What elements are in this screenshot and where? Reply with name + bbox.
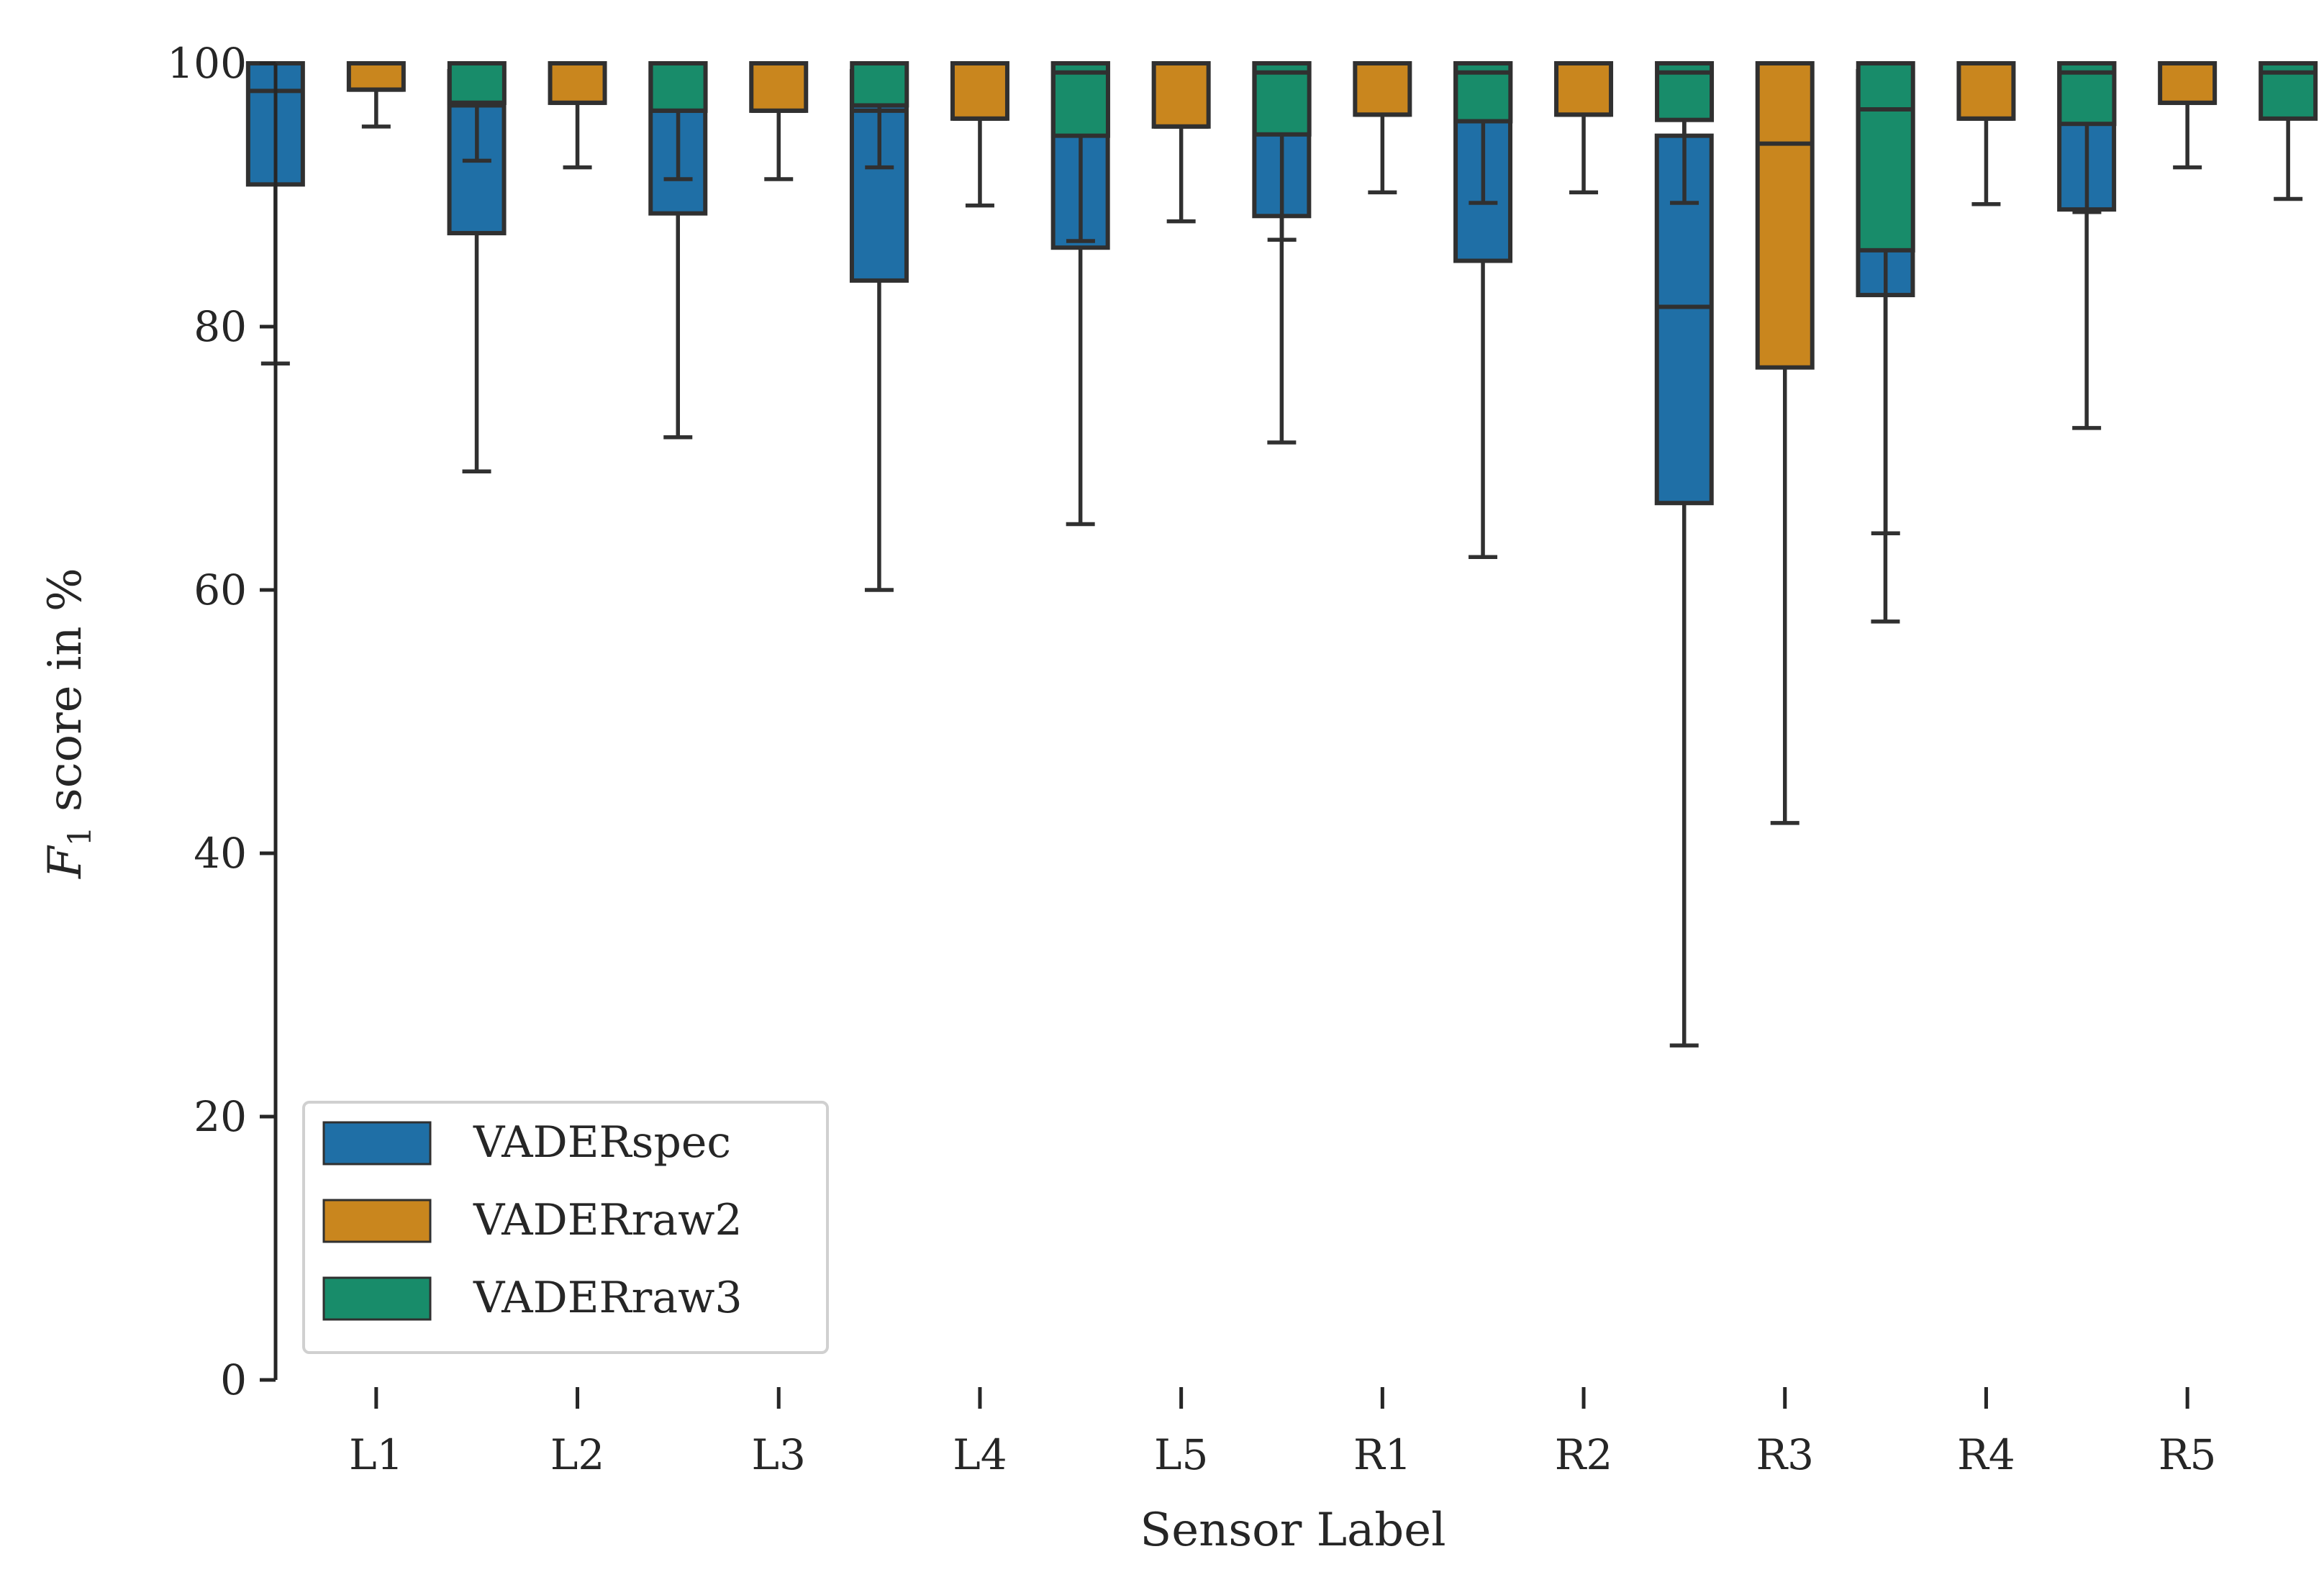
- legend-label: VADERraw3: [473, 1273, 743, 1323]
- iqr-box: [1353, 61, 1412, 117]
- iqr-box: [447, 61, 507, 105]
- boxes-layer: [245, 61, 2318, 1048]
- iqr-box: [648, 61, 708, 113]
- y-axis-label-rest: score in %: [39, 568, 92, 826]
- iqr-box: [1554, 61, 1614, 117]
- box-vaderraw2-l4: [950, 61, 1009, 208]
- legend-swatch: [322, 1276, 432, 1321]
- axes-layer: 0 20 40 60 80 100 L1 L2 L3 L4 L5 R1 R2 R3 R4 R5: [167, 39, 2216, 1479]
- iqr-box: [1856, 61, 1915, 253]
- iqr-box: [1050, 61, 1110, 138]
- x-tick-label-l3: L3: [752, 1430, 806, 1479]
- legend: VADERspec VADERraw2 VADERraw3: [302, 1101, 829, 1354]
- legend-label: VADERraw2: [473, 1195, 743, 1245]
- box-vaderraw3-l5: [1252, 61, 1312, 242]
- box-vaderspec-r3: [1654, 61, 1714, 1048]
- box-vaderraw2-l1: [346, 61, 406, 129]
- x-tick-label-l4: L4: [953, 1430, 1007, 1479]
- box-vaderraw3-l4: [1050, 61, 1110, 243]
- box-vaderraw2-l3: [749, 61, 809, 181]
- y-axis-label: F1 score in %: [39, 568, 99, 879]
- box-vaderraw2-r2: [1554, 61, 1614, 195]
- box-vaderraw2-r3: [1755, 61, 1815, 825]
- iqr-box: [2158, 61, 2218, 105]
- box-vaderraw2-r1: [1353, 61, 1412, 195]
- x-tick-label-r5: R5: [2159, 1430, 2217, 1479]
- legend-item-vaderraw2: VADERraw2: [322, 1195, 743, 1245]
- legend-label: VADERspec: [473, 1117, 731, 1168]
- box-vaderraw3-r5: [2259, 61, 2318, 201]
- y-tick-label: 0: [220, 1355, 247, 1404]
- x-tick-label-l1: L1: [349, 1430, 403, 1479]
- box-vaderraw3-r2: [1655, 61, 1715, 205]
- iqr-box: [850, 61, 909, 108]
- legend-item-vaderraw3: VADERraw3: [322, 1273, 743, 1323]
- iqr-box: [1151, 61, 1211, 129]
- y-axis-label-main: F: [39, 845, 92, 879]
- box-vaderraw3-r4: [2057, 61, 2117, 214]
- iqr-box: [749, 61, 809, 113]
- y-tick-label: 40: [194, 829, 247, 878]
- legend-items: VADERspec VADERraw2 VADERraw3: [322, 1117, 743, 1323]
- iqr-box: [950, 61, 1009, 121]
- box-vaderraw3-l2: [648, 61, 708, 181]
- box-vaderraw3-r1: [1453, 61, 1513, 205]
- box-vaderraw2-l2: [548, 61, 607, 170]
- box-vaderraw3-l3: [850, 61, 909, 170]
- y-tick-label: 80: [194, 302, 247, 351]
- x-axis-label: Sensor Label: [1140, 1504, 1445, 1557]
- x-tick-label-r1: R1: [1353, 1430, 1412, 1479]
- iqr-box: [1956, 61, 2016, 121]
- iqr-box: [548, 61, 607, 105]
- box-vaderraw3-r3: [1856, 61, 1915, 536]
- box-vaderraw2-l5: [1151, 61, 1211, 224]
- box-vaderraw2-r4: [1956, 61, 2016, 206]
- legend-item-vaderspec: VADERspec: [322, 1117, 731, 1168]
- iqr-box: [1252, 61, 1312, 137]
- iqr-box: [1755, 61, 1815, 370]
- box-vaderraw3-l1: [447, 61, 507, 163]
- x-tick-label-r2: R2: [1555, 1430, 1613, 1479]
- x-tick-label-l2: L2: [550, 1430, 604, 1479]
- legend-frame: [302, 1101, 829, 1354]
- y-tick-label: 60: [194, 565, 247, 614]
- box-vaderraw2-r5: [2158, 61, 2218, 170]
- x-tick-label-r3: R3: [1756, 1430, 1814, 1479]
- iqr-box: [346, 61, 406, 92]
- y-axis-label-subscript: 1: [62, 826, 99, 846]
- y-tick-label: 100: [167, 39, 247, 88]
- x-tick-label-r4: R4: [1957, 1430, 2015, 1479]
- legend-swatch: [322, 1199, 432, 1243]
- y-tick-label: 20: [194, 1092, 247, 1141]
- legend-swatch: [322, 1121, 432, 1166]
- x-tick-label-l5: L5: [1154, 1430, 1208, 1479]
